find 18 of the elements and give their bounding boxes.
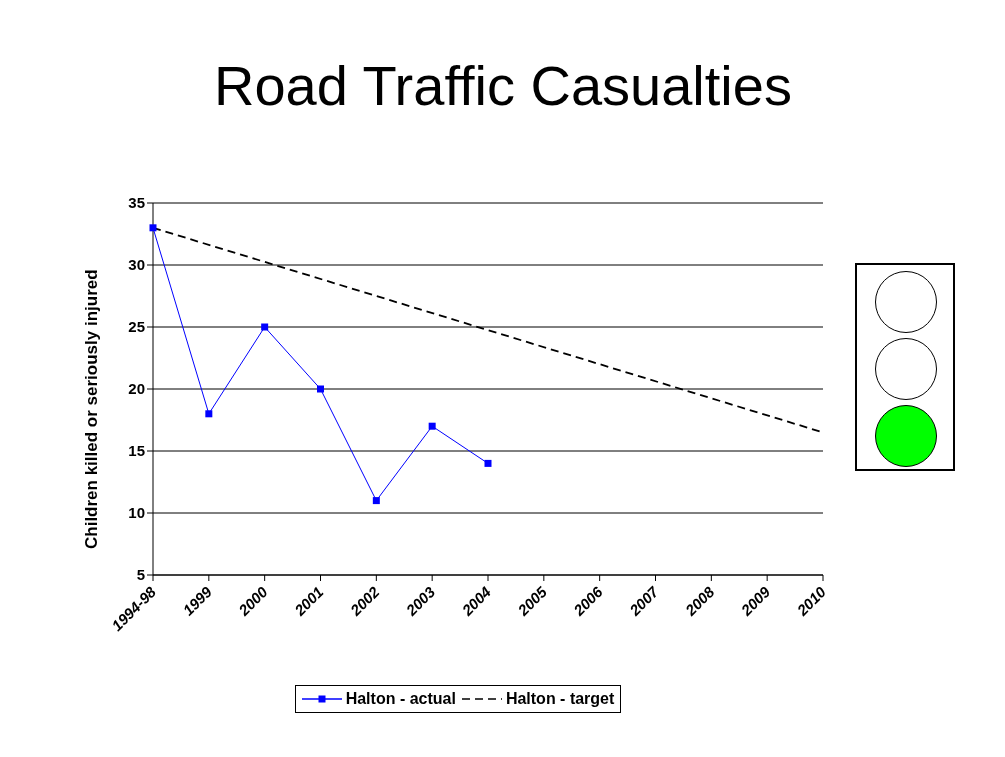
y-tick-label: 10 (128, 504, 145, 522)
point (261, 323, 269, 331)
y-tick-label: 5 (136, 566, 145, 584)
chart-title: Road Traffic Casualties (213, 53, 793, 118)
point (205, 410, 213, 418)
point (317, 385, 324, 393)
legend-label: Halton - actual (345, 690, 456, 708)
y-tick-label: 25 (128, 318, 145, 336)
point (372, 497, 380, 505)
y-axis-title: Children killed or seriously injured (82, 269, 102, 549)
y-tick-label: 35 (128, 194, 145, 212)
legend-label: Halton - target (505, 690, 615, 708)
point (484, 459, 492, 467)
point (428, 422, 436, 430)
y-tick-label: 30 (128, 256, 145, 274)
y-tick-label: 20 (128, 380, 145, 398)
point (149, 224, 157, 232)
y-tick-label: 15 (128, 442, 145, 460)
